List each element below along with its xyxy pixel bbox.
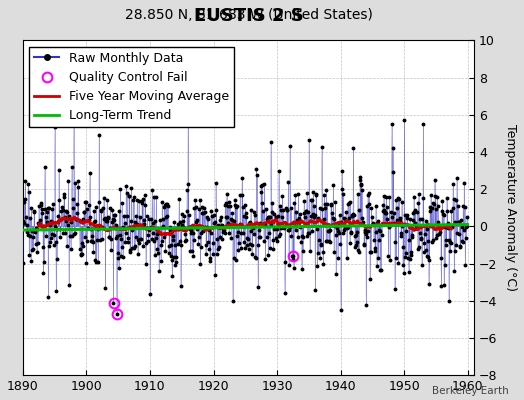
Text: 28.850 N, 81.683 W (United States): 28.850 N, 81.683 W (United States) bbox=[125, 8, 373, 22]
Title: EUSTIS 2 S: EUSTIS 2 S bbox=[194, 7, 303, 25]
Legend: Raw Monthly Data, Quality Control Fail, Five Year Moving Average, Long-Term Tren: Raw Monthly Data, Quality Control Fail, … bbox=[29, 47, 234, 127]
Y-axis label: Temperature Anomaly (°C): Temperature Anomaly (°C) bbox=[504, 124, 517, 291]
Text: Berkeley Earth: Berkeley Earth bbox=[432, 386, 508, 396]
